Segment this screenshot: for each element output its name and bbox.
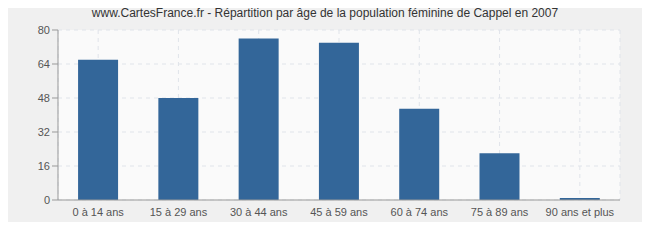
svg-text:48: 48	[38, 92, 50, 104]
svg-text:32: 32	[38, 126, 50, 138]
svg-text:90 ans et plus: 90 ans et plus	[546, 206, 615, 218]
svg-text:60 à 74 ans: 60 à 74 ans	[391, 206, 449, 218]
html-text:www.CartesFrance.fr - Répartit: www.CartesFrance.fr - Répartition par âg…	[91, 6, 559, 20]
svg-text:80: 80	[38, 24, 50, 36]
svg-text:64: 64	[38, 58, 50, 70]
svg-text:75 à 89 ans: 75 à 89 ans	[471, 206, 529, 218]
svg-text:0 à 14 ans: 0 à 14 ans	[72, 206, 124, 218]
svg-text:15 à 29 ans: 15 à 29 ans	[150, 206, 208, 218]
svg-text:0: 0	[44, 194, 50, 206]
svg-text:16: 16	[38, 160, 50, 172]
svg-text:45 à 59 ans: 45 à 59 ans	[310, 206, 368, 218]
svg-text:30 à 44 ans: 30 à 44 ans	[230, 206, 288, 218]
